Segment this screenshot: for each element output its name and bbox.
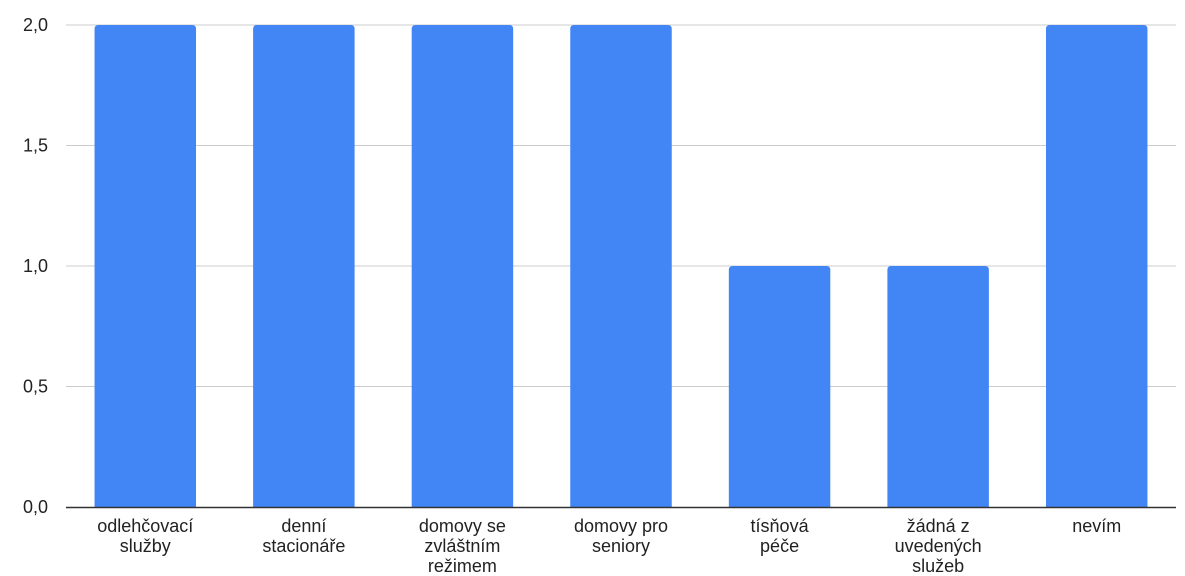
y-tick-label: 1,5 xyxy=(23,136,48,156)
bar xyxy=(887,266,989,507)
x-tick-label: žádná z uvedených služeb xyxy=(895,516,982,576)
x-axis: odlehčovací služby denní stacionáře domovy s… xyxy=(66,506,1176,576)
y-tick-label: 0,5 xyxy=(23,377,48,397)
bar xyxy=(570,25,672,507)
y-tick-label: 0,0 xyxy=(23,497,48,517)
x-tick-label: tísňová péče xyxy=(751,516,810,556)
x-tick-label: nevím xyxy=(1072,516,1121,536)
x-tick-label: domovy pro seniory xyxy=(574,516,668,556)
bars xyxy=(94,25,1148,507)
bar xyxy=(1045,25,1148,507)
x-tick-label: domovy se zvláštním režimem xyxy=(419,516,506,576)
y-tick-label: 2,0 xyxy=(23,15,48,35)
bar xyxy=(94,25,197,507)
bar xyxy=(728,266,831,507)
y-axis: 0,0 0,5 1,0 1,5 2,0 xyxy=(23,15,48,517)
y-tick-label: 1,0 xyxy=(23,256,48,276)
bar xyxy=(253,25,355,507)
x-tick-label: denní stacionáře xyxy=(262,516,345,556)
x-tick-label: odlehčovací služby xyxy=(97,516,193,556)
bar xyxy=(411,25,514,507)
